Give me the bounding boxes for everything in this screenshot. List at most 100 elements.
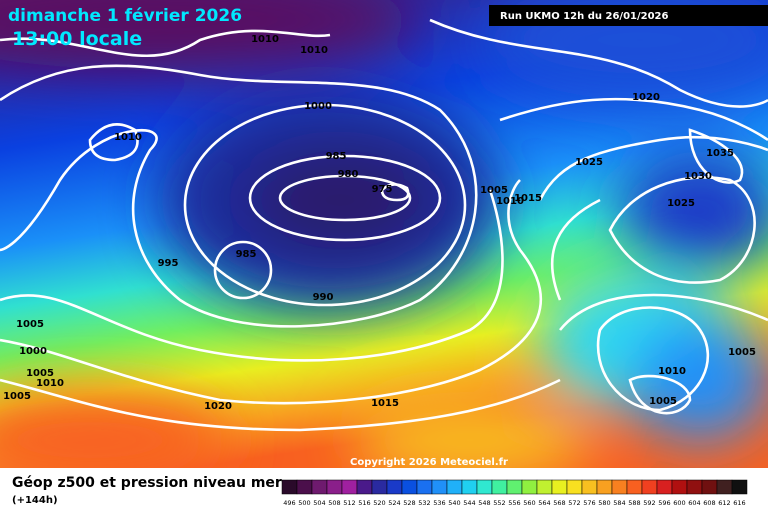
isobar-label: 985	[236, 249, 257, 260]
legend-label: 564	[538, 499, 550, 507]
legend-label: 560	[523, 499, 535, 507]
legend-swatch	[626, 479, 643, 495]
isobar-labels: 1010 1010 1000 1010 985 980 975 1005 101…	[3, 34, 756, 412]
isobar-label: 1010	[251, 34, 279, 45]
legend-label: 504	[313, 499, 325, 507]
legend-swatch	[356, 479, 373, 495]
legend-label: 612	[718, 499, 730, 507]
legend-label: 516	[358, 499, 370, 507]
legend-swatch	[536, 479, 553, 495]
isobar-label: 1025	[575, 157, 603, 168]
isobar-label: 1005	[480, 185, 508, 196]
legend-label: 528	[403, 499, 415, 507]
legend: 496 500 504 508 512 516 520 524 528 532 536 540 544 5…	[281, 479, 748, 507]
isobar-label: 1010	[114, 132, 142, 143]
isobar-label: 1015	[371, 398, 399, 409]
legend-swatch	[296, 479, 313, 495]
legend-swatch	[476, 479, 493, 495]
isobar-label: 975	[372, 184, 393, 195]
legend-swatch	[521, 479, 538, 495]
legend-swatch	[551, 479, 568, 495]
legend-swatch	[716, 479, 733, 495]
legend-swatch	[281, 479, 298, 495]
legend-swatch	[641, 479, 658, 495]
legend-label: 576	[583, 499, 595, 507]
legend-label: 496	[283, 499, 295, 507]
isobar-label: 1000	[19, 346, 47, 357]
legend-swatch	[386, 479, 403, 495]
legend-label: 600	[673, 499, 685, 507]
legend-label: 592	[643, 499, 655, 507]
legend-swatch	[731, 479, 748, 495]
legend-label: 552	[493, 499, 505, 507]
legend-swatch	[686, 479, 703, 495]
isobar-label: 1005	[26, 368, 54, 379]
isobar-label: 1010	[496, 196, 524, 207]
isobar-label: 1035	[706, 148, 734, 159]
legend-label: 580	[598, 499, 610, 507]
isobar-label: 980	[338, 169, 359, 180]
legend-label: 572	[568, 499, 580, 507]
isobar-label: 1020	[632, 92, 660, 103]
copyright: Copyright 2026 Meteociel.fr	[350, 457, 508, 468]
legend-label: 616	[733, 499, 745, 507]
legend-swatch	[656, 479, 673, 495]
isobar-label: 1005	[3, 391, 31, 402]
footer-lead: (+144h)	[12, 495, 58, 506]
isobar-label: 1005	[728, 347, 756, 358]
isobar-label: 1005	[649, 396, 677, 407]
isobar-label: 1010	[300, 45, 328, 56]
legend-label: 608	[703, 499, 715, 507]
legend-label: 524	[388, 499, 400, 507]
isobar-label: 1010	[658, 366, 686, 377]
isobar-label: 1015	[514, 193, 542, 204]
isobars	[0, 18, 768, 432]
isobar-label: 985	[326, 151, 347, 162]
legend-swatch	[596, 479, 613, 495]
legend-label: 536	[433, 499, 445, 507]
legend-label: 588	[628, 499, 640, 507]
legend-label: 512	[343, 499, 355, 507]
isobar-label: 1000	[304, 101, 332, 112]
isobar-label: 1030	[684, 171, 712, 182]
legend-label: 500	[298, 499, 310, 507]
legend-swatch	[491, 479, 508, 495]
isobar-label: 1005	[16, 319, 44, 330]
legend-swatch	[416, 479, 433, 495]
legend-swatch	[326, 479, 343, 495]
legend-swatch	[506, 479, 523, 495]
legend-label: 584	[613, 499, 625, 507]
isobar-label: 1025	[667, 198, 695, 209]
legend-swatch	[431, 479, 448, 495]
run-box	[489, 5, 768, 26]
footer-title: Géop z500 et pression niveau mer	[12, 475, 282, 491]
legend-swatch	[311, 479, 328, 495]
legend-label: 604	[688, 499, 700, 507]
legend-swatch	[461, 479, 478, 495]
legend-swatch	[341, 479, 358, 495]
legend-label: 532	[418, 499, 430, 507]
legend-swatch	[671, 479, 688, 495]
legend-label: 568	[553, 499, 565, 507]
isobar-label: 995	[158, 258, 179, 269]
legend-label: 520	[373, 499, 385, 507]
legend-label: 544	[463, 499, 475, 507]
legend-swatch	[701, 479, 718, 495]
legend-label: 596	[658, 499, 670, 507]
isobar-label: 990	[313, 292, 334, 303]
legend-label: 548	[478, 499, 490, 507]
legend-label: 556	[508, 499, 520, 507]
run: Run UKMO 12h du 26/01/2026	[500, 11, 669, 22]
legend-swatch	[611, 479, 628, 495]
legend-swatch	[566, 479, 583, 495]
legend-swatch	[446, 479, 463, 495]
field	[0, 0, 768, 490]
legend-swatch	[371, 479, 388, 495]
legend-label: 508	[328, 499, 340, 507]
legend-swatch	[401, 479, 418, 495]
legend-label: 540	[448, 499, 460, 507]
isobar-label: 1020	[204, 401, 232, 412]
time: 13:00 locale	[12, 28, 142, 50]
isobar-label: 1010	[36, 378, 64, 389]
